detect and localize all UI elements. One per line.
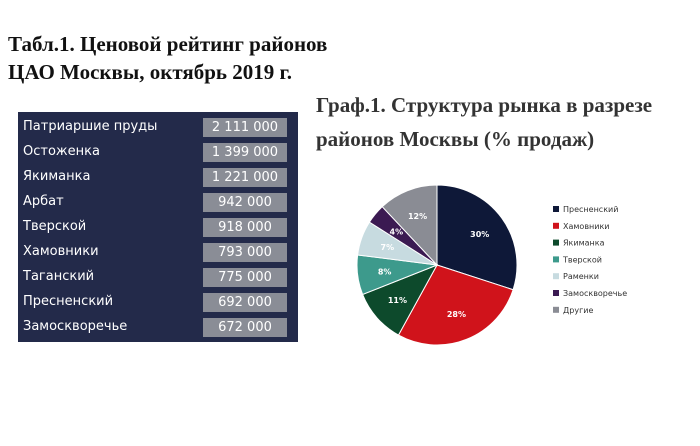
pie-slice-label: 7% — [381, 243, 395, 252]
table-title-line-2: ЦАО Москвы, октябрь 2019 г. — [8, 60, 292, 84]
legend-label: Пресненский — [563, 205, 618, 214]
market-structure-chart: 30% 28% 11% 8% 7% 4% 12% Пресненский Хамовники Як… — [345, 175, 700, 360]
district-name: Арбат — [23, 194, 64, 209]
pie-slice-label: 11% — [388, 296, 407, 305]
district-price: 775 000 — [203, 268, 287, 287]
legend-swatch — [553, 206, 559, 212]
district-price: 942 000 — [203, 193, 287, 212]
table-title-line-1: Табл.1. Ценовой рейтинг районов — [8, 32, 328, 56]
legend-swatch — [553, 256, 559, 263]
legend-swatch — [553, 239, 559, 246]
table-title: Табл.1. Ценовой рейтинг районов ЦАО Моск… — [8, 30, 388, 86]
district-name: Остоженка — [23, 144, 100, 159]
table-row: Пресненский 692 000 — [18, 291, 298, 316]
district-name: Хамовники — [23, 244, 99, 259]
pie-slice-label: 28% — [447, 310, 466, 319]
table-row: Остоженка 1 399 000 — [18, 141, 298, 166]
pie-slice-label: 4% — [390, 227, 404, 236]
legend-label: Другие — [563, 306, 593, 315]
pie-chart: 30% 28% 11% 8% 7% 4% 12% Пресненский Хамовники Як… — [356, 184, 627, 346]
pie-slice-label: 8% — [378, 268, 392, 277]
district-price: 692 000 — [203, 293, 287, 312]
district-name: Патриаршие пруды — [23, 119, 158, 134]
district-price: 918 000 — [203, 218, 287, 237]
legend-label: Замоскворечье — [563, 289, 627, 298]
table-row: Таганский 775 000 — [18, 266, 298, 291]
legend-label: Раменки — [563, 272, 599, 281]
legend-swatch — [553, 306, 559, 313]
chart-title-line-2: районов Москвы (% продаж) — [316, 127, 595, 151]
legend-label: Тверской — [562, 255, 602, 264]
district-price: 672 000 — [203, 318, 287, 337]
pie-slice-label: 12% — [408, 212, 427, 221]
pie-slice — [397, 264, 514, 346]
district-name: Тверской — [23, 219, 87, 234]
table-row: Хамовники 793 000 — [18, 241, 298, 266]
legend-swatch — [553, 222, 559, 229]
price-rating-table: Патриаршие пруды 2 111 000 Остоженка 1 3… — [18, 112, 298, 342]
legend-label: Хамовники — [563, 222, 610, 231]
table-row: Патриаршие пруды 2 111 000 — [18, 116, 298, 141]
district-price: 793 000 — [203, 243, 287, 262]
district-name: Якиманка — [23, 169, 91, 184]
table-row: Арбат 942 000 — [18, 191, 298, 216]
table-row: Замоскворечье 672 000 — [18, 316, 298, 341]
pie-slice — [381, 184, 438, 267]
district-price: 1 399 000 — [203, 143, 287, 162]
district-name: Таганский — [23, 269, 95, 284]
district-name: Пресненский — [23, 294, 114, 309]
legend-swatch — [553, 290, 559, 296]
pie-slice — [436, 184, 518, 291]
legend-swatch — [553, 273, 559, 280]
table-row: Тверской 918 000 — [18, 216, 298, 241]
legend-label: Якиманка — [563, 239, 605, 248]
pie-slice-label: 30% — [470, 230, 489, 239]
table-row: Якиманка 1 221 000 — [18, 166, 298, 191]
district-price: 1 221 000 — [203, 168, 287, 187]
chart-title: Граф.1. Структура рынка в разрезе районо… — [316, 88, 700, 156]
chart-title-line-1: Граф.1. Структура рынка в разрезе — [316, 93, 653, 117]
district-price: 2 111 000 — [203, 118, 287, 137]
district-name: Замоскворечье — [23, 319, 128, 334]
